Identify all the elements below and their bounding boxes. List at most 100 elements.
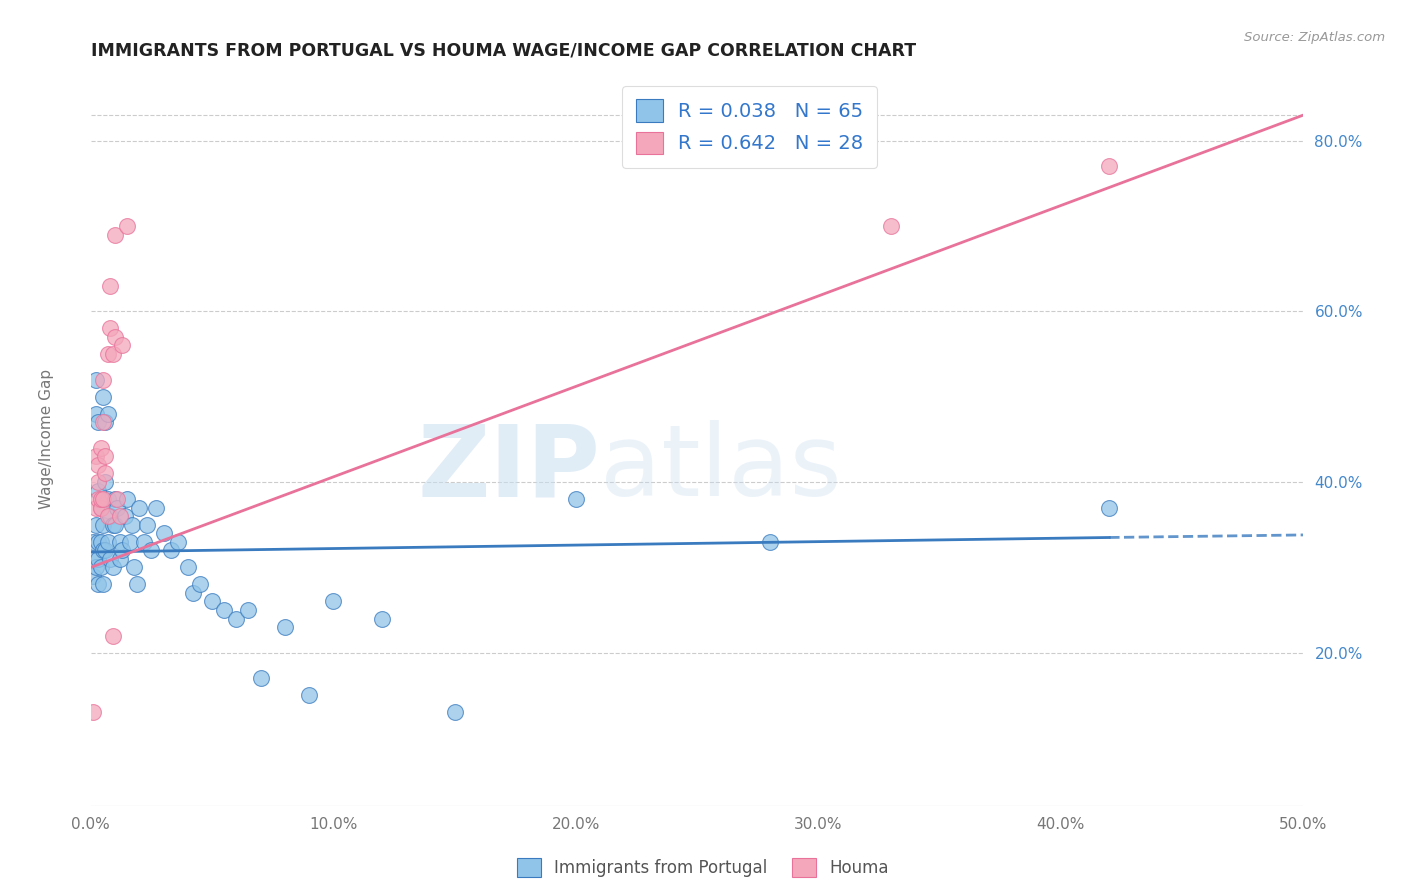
Point xyxy=(84,560,107,574)
Point xyxy=(177,560,200,574)
Point xyxy=(97,534,120,549)
Point xyxy=(94,543,117,558)
Point xyxy=(89,492,111,507)
Point xyxy=(322,594,344,608)
Legend: R = 0.038   N = 65, R = 0.642   N = 28: R = 0.038 N = 65, R = 0.642 N = 28 xyxy=(621,86,877,168)
Point xyxy=(91,517,114,532)
Point xyxy=(443,706,465,720)
Point xyxy=(225,611,247,625)
Point xyxy=(114,509,136,524)
Point xyxy=(104,517,127,532)
Point xyxy=(91,373,114,387)
Point xyxy=(91,577,114,591)
Point xyxy=(94,467,117,481)
Point xyxy=(107,500,129,515)
Point xyxy=(274,620,297,634)
Y-axis label: Wage/Income Gap: Wage/Income Gap xyxy=(39,369,55,509)
Point xyxy=(101,629,124,643)
Point xyxy=(115,492,138,507)
Point xyxy=(87,534,110,549)
Point xyxy=(249,671,271,685)
Point xyxy=(125,577,148,591)
Point xyxy=(98,278,121,293)
Point xyxy=(1098,500,1121,515)
Point xyxy=(111,338,134,352)
Point xyxy=(141,543,163,558)
Point xyxy=(87,492,110,507)
Point xyxy=(128,500,150,515)
Point xyxy=(108,509,131,524)
Point xyxy=(91,543,114,558)
Point xyxy=(89,441,111,455)
Point xyxy=(87,415,110,429)
Point xyxy=(101,517,124,532)
Point xyxy=(104,330,127,344)
Point xyxy=(104,492,127,507)
Point xyxy=(101,347,124,361)
Point xyxy=(160,543,183,558)
Point xyxy=(89,500,111,515)
Point xyxy=(84,517,107,532)
Point xyxy=(97,347,120,361)
Point xyxy=(565,492,588,507)
Point xyxy=(82,551,104,566)
Point xyxy=(91,492,114,507)
Text: IMMIGRANTS FROM PORTUGAL VS HOUMA WAGE/INCOME GAP CORRELATION CHART: IMMIGRANTS FROM PORTUGAL VS HOUMA WAGE/I… xyxy=(91,42,915,60)
Point xyxy=(108,534,131,549)
Point xyxy=(118,534,141,549)
Point xyxy=(759,534,782,549)
Point xyxy=(82,534,104,549)
Point xyxy=(121,517,143,532)
Point xyxy=(104,227,127,242)
Point xyxy=(84,450,107,464)
Point xyxy=(108,551,131,566)
Point xyxy=(98,551,121,566)
Point xyxy=(98,321,121,335)
Point xyxy=(82,706,104,720)
Point xyxy=(91,390,114,404)
Point xyxy=(880,219,903,233)
Point xyxy=(107,492,129,507)
Point xyxy=(298,689,321,703)
Point xyxy=(91,415,114,429)
Point xyxy=(134,534,156,549)
Point xyxy=(98,509,121,524)
Text: Source: ZipAtlas.com: Source: ZipAtlas.com xyxy=(1244,31,1385,45)
Point xyxy=(87,475,110,489)
Point xyxy=(181,586,204,600)
Point xyxy=(188,577,211,591)
Point xyxy=(152,526,174,541)
Point xyxy=(124,560,146,574)
Point xyxy=(97,492,120,507)
Point xyxy=(97,509,120,524)
Point xyxy=(101,560,124,574)
Point xyxy=(89,560,111,574)
Point xyxy=(84,407,107,421)
Point xyxy=(82,569,104,583)
Legend: Immigrants from Portugal, Houma: Immigrants from Portugal, Houma xyxy=(510,851,896,884)
Point xyxy=(111,543,134,558)
Point xyxy=(212,603,235,617)
Point xyxy=(84,373,107,387)
Point xyxy=(1098,159,1121,173)
Text: atlas: atlas xyxy=(600,420,842,517)
Point xyxy=(94,475,117,489)
Point xyxy=(87,551,110,566)
Point xyxy=(89,500,111,515)
Text: ZIP: ZIP xyxy=(418,420,600,517)
Point xyxy=(371,611,394,625)
Point xyxy=(94,415,117,429)
Point xyxy=(97,407,120,421)
Point xyxy=(201,594,224,608)
Point xyxy=(145,500,167,515)
Point xyxy=(135,517,157,532)
Point xyxy=(167,534,190,549)
Point xyxy=(115,219,138,233)
Point xyxy=(89,534,111,549)
Point xyxy=(94,450,117,464)
Point xyxy=(238,603,260,617)
Point xyxy=(87,483,110,498)
Point xyxy=(84,500,107,515)
Point xyxy=(87,577,110,591)
Point xyxy=(87,458,110,472)
